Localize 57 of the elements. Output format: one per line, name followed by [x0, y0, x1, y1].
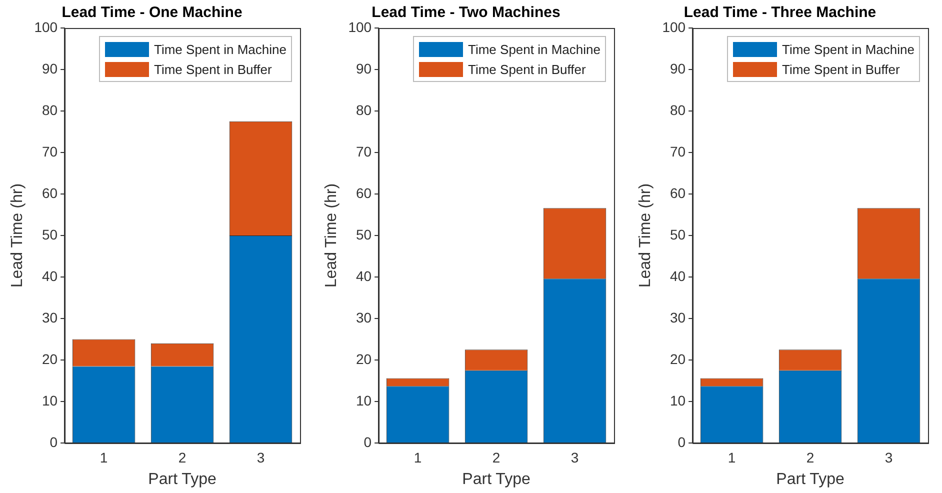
x-tick-label: 2	[178, 449, 186, 466]
chart-title: Lead Time - One Machine	[62, 4, 242, 22]
y-tick-label: 40	[670, 268, 686, 284]
y-tick-label: 40	[356, 268, 372, 284]
legend-label: Time Spent in Machine	[782, 42, 914, 56]
y-axis-title: Lead Time (hr)	[9, 183, 26, 288]
y-tick-label: 20	[42, 350, 58, 367]
legend-label: Time Spent in Buffer	[468, 62, 586, 76]
y-tick-label: 90	[42, 60, 58, 76]
y-axis-title: Lead Time (hr)	[323, 183, 340, 288]
y-tick-label: 50	[42, 226, 58, 242]
x-axis-title: Part Type	[148, 470, 216, 488]
y-tick-label: 30	[42, 309, 58, 326]
y-tick-label: 10	[42, 392, 58, 408]
y-tick-label: 70	[42, 143, 58, 160]
y-tick-label: 100	[348, 18, 372, 35]
x-tick-label: 1	[100, 449, 108, 466]
y-tick-label: 100	[34, 18, 58, 35]
legend-label: Time Spent in Machine	[468, 42, 600, 56]
x-tick-label: 3	[884, 449, 893, 466]
y-tick-label: 70	[670, 143, 686, 160]
x-tick-label: 2	[492, 449, 500, 466]
y-tick-label: 100	[662, 18, 686, 35]
legend-label: Time Spent in Machine	[154, 42, 286, 56]
y-tick-label: 0	[50, 434, 58, 450]
y-tick-label: 0	[364, 434, 372, 450]
y-tick-label: 0	[678, 434, 686, 450]
y-tick-label: 70	[356, 143, 372, 160]
y-tick-label: 30	[356, 309, 372, 326]
legend-label: Time Spent in Buffer	[154, 62, 272, 76]
x-axis-title: Part Type	[462, 470, 530, 488]
y-tick-label: 40	[42, 268, 58, 284]
x-tick-label: 3	[256, 449, 265, 466]
x-tick-label: 1	[414, 449, 422, 466]
x-axis-title: Part Type	[776, 470, 844, 488]
y-tick-label: 60	[670, 184, 686, 201]
y-tick-label: 80	[356, 102, 372, 118]
legend-label: Time Spent in Buffer	[782, 62, 900, 76]
y-tick-label: 50	[356, 226, 372, 242]
y-tick-label: 90	[670, 60, 686, 76]
y-tick-label: 10	[356, 392, 372, 408]
chart-title: Lead Time - Three Machine	[684, 4, 876, 22]
y-tick-label: 10	[670, 392, 686, 408]
y-tick-label: 80	[42, 102, 58, 118]
chart-title: Lead Time - Two Machines	[372, 4, 560, 22]
y-tick-label: 30	[670, 309, 686, 326]
x-tick-label: 2	[806, 449, 814, 466]
y-tick-label: 60	[42, 184, 58, 201]
y-tick-label: 60	[356, 184, 372, 201]
y-axis-title: Lead Time (hr)	[637, 183, 654, 288]
y-tick-label: 20	[670, 350, 686, 367]
x-tick-label: 1	[728, 449, 736, 466]
y-tick-label: 90	[356, 60, 372, 76]
y-tick-label: 80	[670, 102, 686, 118]
x-tick-label: 3	[570, 449, 579, 466]
y-tick-label: 20	[356, 350, 372, 367]
y-tick-label: 50	[670, 226, 686, 242]
